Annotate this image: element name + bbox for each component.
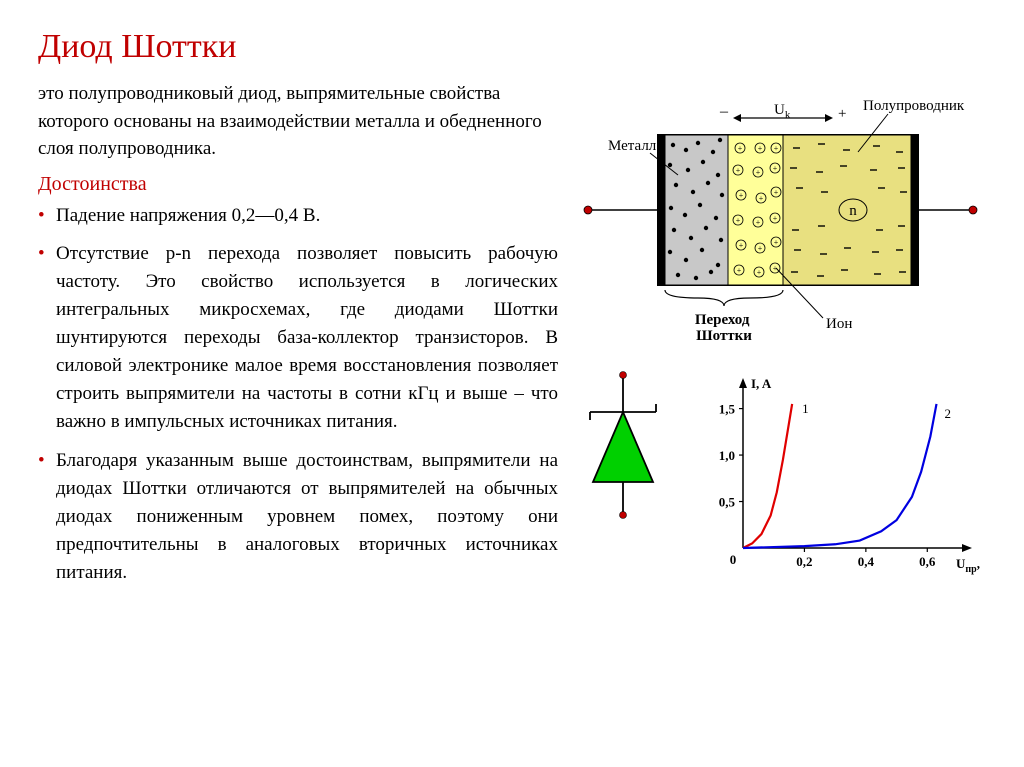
svg-text:+: + [739,241,744,250]
svg-text:+: + [758,244,763,253]
svg-text:Uпр, B: Uпр, B [956,556,981,575]
svg-text:1: 1 [802,401,809,416]
schottky-symbol [576,370,671,520]
diagram-column: Uk – + [570,80,986,597]
svg-text:0,5: 0,5 [718,495,735,510]
svg-text:0: 0 [729,552,736,567]
svg-text:+: + [756,218,761,227]
svg-text:0,4: 0,4 [857,554,874,569]
svg-text:1,5: 1,5 [718,402,735,417]
svg-text:I, A: I, A [751,376,772,391]
intro-text: это полупроводниковый диод, выпрямительн… [38,80,558,163]
svg-text:+: + [736,166,741,175]
svg-text:0,6: 0,6 [919,554,936,569]
svg-text:+: + [757,268,762,277]
svg-text:1,0: 1,0 [718,448,734,463]
list-item: Падение напряжения 0,2—0,4 В. [38,202,558,230]
svg-text:+: + [774,144,779,153]
svg-text:+: + [758,144,763,153]
list-item: Благодаря указанным выше достоинствам, в… [38,447,558,588]
advantages-heading: Достоинства [38,173,558,196]
svg-text:+: + [737,266,742,275]
semiconductor-label: Полупроводник [863,98,965,114]
symbol-and-chart-row: 0,5 1,0 1,5 0,2 0,4 0,6 0 I, A Uпр, B 1 2 [576,370,981,580]
minus-sign: – [719,103,729,120]
svg-text:2: 2 [944,406,951,421]
advantages-list: Падение напряжения 0,2—0,4 В. Отсутствие… [38,202,558,587]
svg-text:+: + [756,168,761,177]
svg-text:0,2: 0,2 [796,554,812,569]
iv-characteristic-chart: 0,5 1,0 1,5 0,2 0,4 0,6 0 I, A Uпр, B 1 2 [701,370,981,580]
svg-text:+: + [738,144,743,153]
plus-sign: + [838,106,846,122]
text-column: это полупроводниковый диод, выпрямительн… [38,80,558,597]
svg-text:+: + [739,191,744,200]
svg-text:+: + [774,188,779,197]
junction-label: Переход Шоттки [695,312,753,340]
svg-text:+: + [774,238,779,247]
content-row: это полупроводниковый диод, выпрямительн… [38,80,986,597]
svg-text:+: + [759,194,764,203]
svg-text:+: + [736,216,741,225]
svg-text:+: + [773,164,778,173]
page-title: Диод Шоттки [38,28,986,66]
svg-text:+: + [773,214,778,223]
n-label: n [849,203,857,219]
ion-label: Ион [826,316,852,332]
structure-diagram: Uk – + [578,80,978,340]
metal-label: Металл [608,138,657,154]
list-item: Отсутствие p-n перехода позволяет повыси… [38,240,558,437]
